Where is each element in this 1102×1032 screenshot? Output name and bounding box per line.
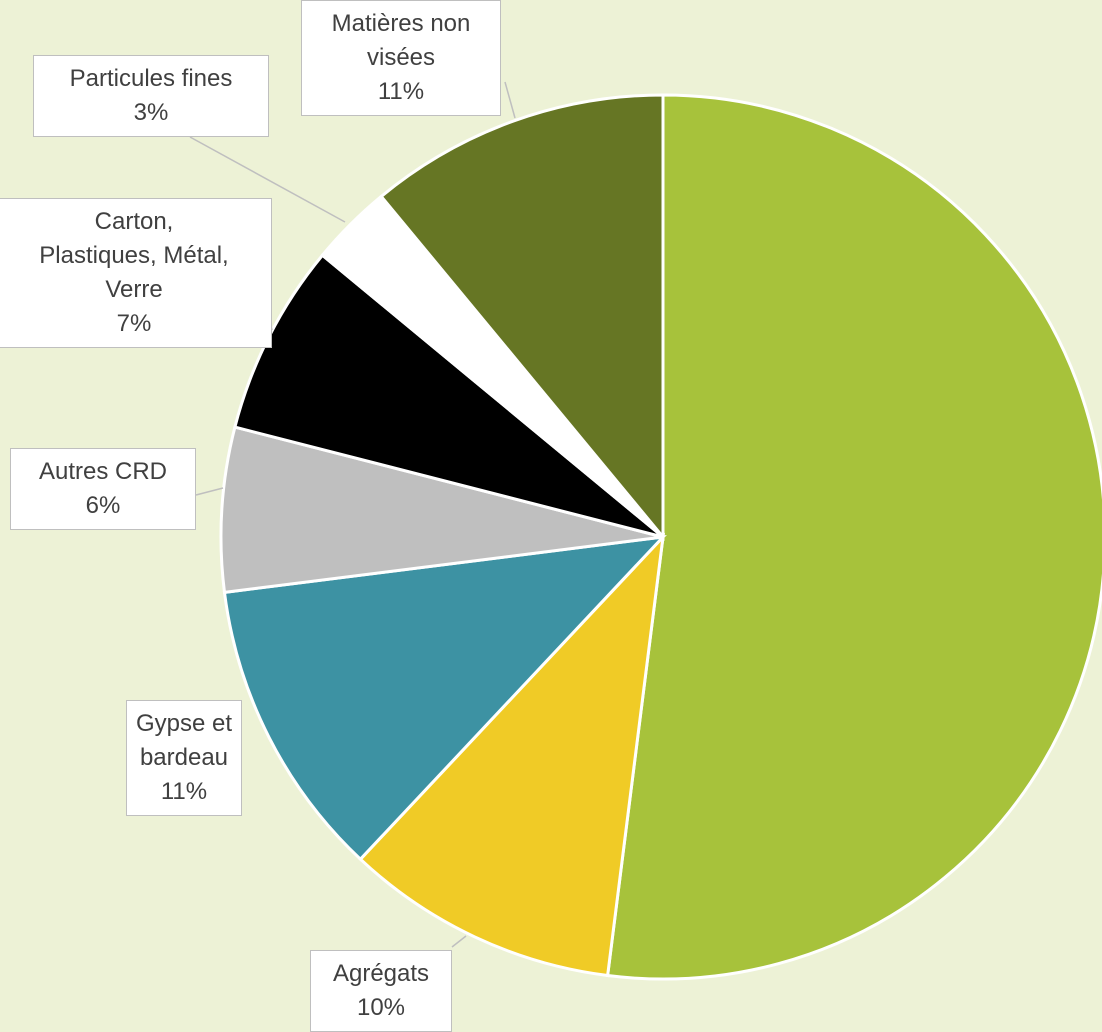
data-label: Agrégats 10% [310, 950, 452, 1032]
leader-line [189, 136, 346, 223]
pie-slice [358, 532, 666, 978]
category-label: Agrégats [332, 960, 430, 987]
value-label: 11% [160, 778, 208, 805]
category-label: Gypse et bardeau [135, 710, 233, 771]
data-label: Gypse et bardeau 11% [126, 700, 242, 816]
category-label: Matières non visées [331, 10, 471, 71]
value-label: 6% [85, 492, 121, 519]
pie-slice [379, 93, 665, 542]
value-label: 11% [377, 78, 425, 105]
pie-slice [605, 93, 1102, 981]
leader-line [451, 935, 467, 948]
category-label: Autres CRD [38, 458, 168, 485]
leader-line [504, 81, 516, 119]
category-label: Particules fines [69, 65, 233, 92]
data-label: Autres CRD 6% [10, 448, 196, 530]
value-label: 10% [356, 994, 406, 1021]
category-label: Carton, Plastiques, Métal, Verre [39, 208, 229, 303]
pie-slice [222, 534, 667, 862]
value-label: 7% [116, 310, 152, 337]
data-label: Particules fines 3% [33, 55, 269, 137]
value-label: 3% [133, 99, 169, 126]
pie-slice [219, 425, 664, 595]
data-label: Carton, Plastiques, Métal, Verre 7% [0, 198, 272, 348]
data-label: Matières non visées 11% [301, 0, 501, 116]
leader-line [195, 487, 224, 496]
